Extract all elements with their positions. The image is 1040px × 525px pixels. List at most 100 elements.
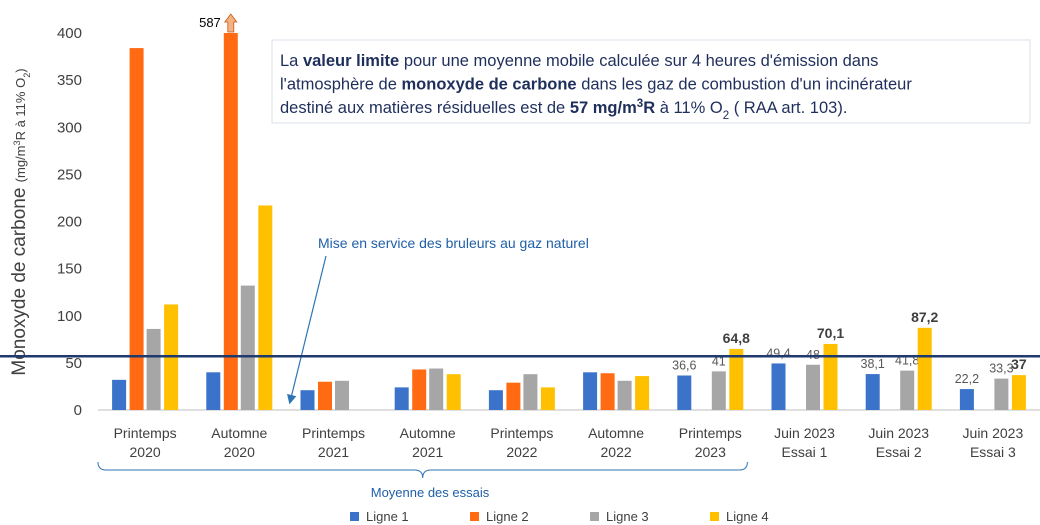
bar xyxy=(729,348,744,410)
value-label: 33,3 xyxy=(989,362,1013,376)
x-tick-label: Essai 1 xyxy=(782,444,828,460)
y-tick-label: 0 xyxy=(74,402,82,419)
legend-swatch xyxy=(470,512,479,521)
x-tick-label: Automne xyxy=(211,425,267,441)
value-label: 41 xyxy=(712,354,726,368)
x-tick-label: Printemps xyxy=(679,425,742,441)
x-tick-label: 2020 xyxy=(224,444,255,460)
bracket xyxy=(97,461,748,479)
x-tick-label: Automne xyxy=(588,425,644,441)
value-label: 37 xyxy=(1011,356,1027,372)
y-tick-label: 250 xyxy=(57,166,82,183)
bar xyxy=(258,205,273,410)
y-axis-label: Monoxyde de carbone (mg/m3R à 11% O2) xyxy=(9,68,32,375)
annotation-line: l'atmosphère de monoxyde de carbone dans… xyxy=(280,76,912,94)
legend-label: Ligne 2 xyxy=(486,509,529,524)
value-label: 87,2 xyxy=(911,309,938,325)
text-run: dans les gaz de combustion d'un incinéra… xyxy=(577,76,913,94)
text-run: 3 xyxy=(637,98,643,110)
y-tick-label: 50 xyxy=(65,355,82,372)
text-run: à 11% O xyxy=(655,99,723,117)
bar xyxy=(488,390,503,410)
y-tick-label: 400 xyxy=(57,25,82,42)
bar xyxy=(412,369,427,410)
x-tick-label: Juin 2023 xyxy=(774,425,835,441)
bar xyxy=(635,376,650,410)
bar xyxy=(994,378,1009,410)
bar xyxy=(823,343,838,410)
text-run: l'atmosphère de xyxy=(280,76,401,94)
bar xyxy=(900,370,915,410)
bar xyxy=(677,375,692,410)
bar xyxy=(617,380,632,410)
bar xyxy=(146,328,161,410)
x-tick-label: 2022 xyxy=(601,444,632,460)
annotation-line: La valeur limite pour une moyenne mobile… xyxy=(280,52,878,70)
y-tick-label: 300 xyxy=(57,119,82,136)
x-tick-label: Essai 2 xyxy=(876,444,922,460)
y-tick-label: 150 xyxy=(57,261,82,278)
bar xyxy=(917,327,932,410)
text-run: 2 xyxy=(723,110,729,122)
annotation-line: destiné aux matières résiduelles est de … xyxy=(280,98,847,122)
bracket-label: Moyenne des essais xyxy=(371,485,490,500)
bar xyxy=(335,380,349,410)
x-tick-label: Juin 2023 xyxy=(963,425,1024,441)
bar xyxy=(806,364,820,410)
bar xyxy=(540,387,555,410)
bar xyxy=(583,372,598,410)
x-tick-label: Printemps xyxy=(490,425,553,441)
text-run: ) xyxy=(13,68,28,72)
text-run: 2 xyxy=(22,73,32,78)
text-run: Monoxyde de carbone xyxy=(9,182,30,375)
annotation-arrow xyxy=(287,255,327,405)
overflow-arrow xyxy=(224,13,238,33)
text-run: valeur limite xyxy=(303,52,399,70)
legend-swatch xyxy=(350,512,359,521)
x-tick-label: Essai 3 xyxy=(970,444,1016,460)
bar xyxy=(600,373,615,410)
text-run: destiné aux matières résiduelles est de xyxy=(280,99,570,117)
x-tick-label: 2023 xyxy=(695,444,726,460)
text-run: ( RAA art. 103). xyxy=(729,99,847,117)
x-tick-label: Printemps xyxy=(114,425,177,441)
bar xyxy=(206,372,221,410)
legend-label: Ligne 1 xyxy=(366,509,409,524)
value-label: 22,2 xyxy=(955,372,979,386)
x-tick-label: Juin 2023 xyxy=(868,425,929,441)
bar xyxy=(429,368,444,410)
legend-label: Ligne 4 xyxy=(726,509,769,524)
legend-swatch xyxy=(590,512,599,521)
value-label: 38,1 xyxy=(861,357,885,371)
annotation-box xyxy=(271,39,1031,124)
value-label: 587 xyxy=(199,15,221,30)
x-tick-label: 2020 xyxy=(130,444,161,460)
legend-swatch xyxy=(710,512,719,521)
bar xyxy=(240,285,255,410)
value-label: 64,8 xyxy=(723,330,750,346)
bar xyxy=(1011,375,1026,410)
value-label: 49,4 xyxy=(766,346,790,360)
bar xyxy=(394,387,409,410)
bar xyxy=(771,363,786,410)
legend-label: Ligne 3 xyxy=(606,509,649,524)
y-tick-label: 350 xyxy=(57,72,82,89)
text-run: 57 mg/m xyxy=(570,99,637,117)
bar xyxy=(523,374,538,410)
y-tick-label: 200 xyxy=(57,214,82,231)
bar xyxy=(318,381,332,410)
text-run: monoxyde de carbone xyxy=(401,76,576,94)
x-tick-label: 2021 xyxy=(318,444,349,460)
bar xyxy=(223,33,238,410)
text-run: (mg/m xyxy=(13,145,28,182)
text-run: La xyxy=(280,52,303,70)
value-label: 70,1 xyxy=(817,325,844,341)
y-tick-label: 100 xyxy=(57,308,82,325)
bar xyxy=(300,390,315,410)
bar xyxy=(711,371,726,410)
text-run: R à 11% O xyxy=(13,78,28,141)
bar xyxy=(129,48,144,410)
bar xyxy=(112,379,127,410)
text-run: 3 xyxy=(12,140,22,145)
